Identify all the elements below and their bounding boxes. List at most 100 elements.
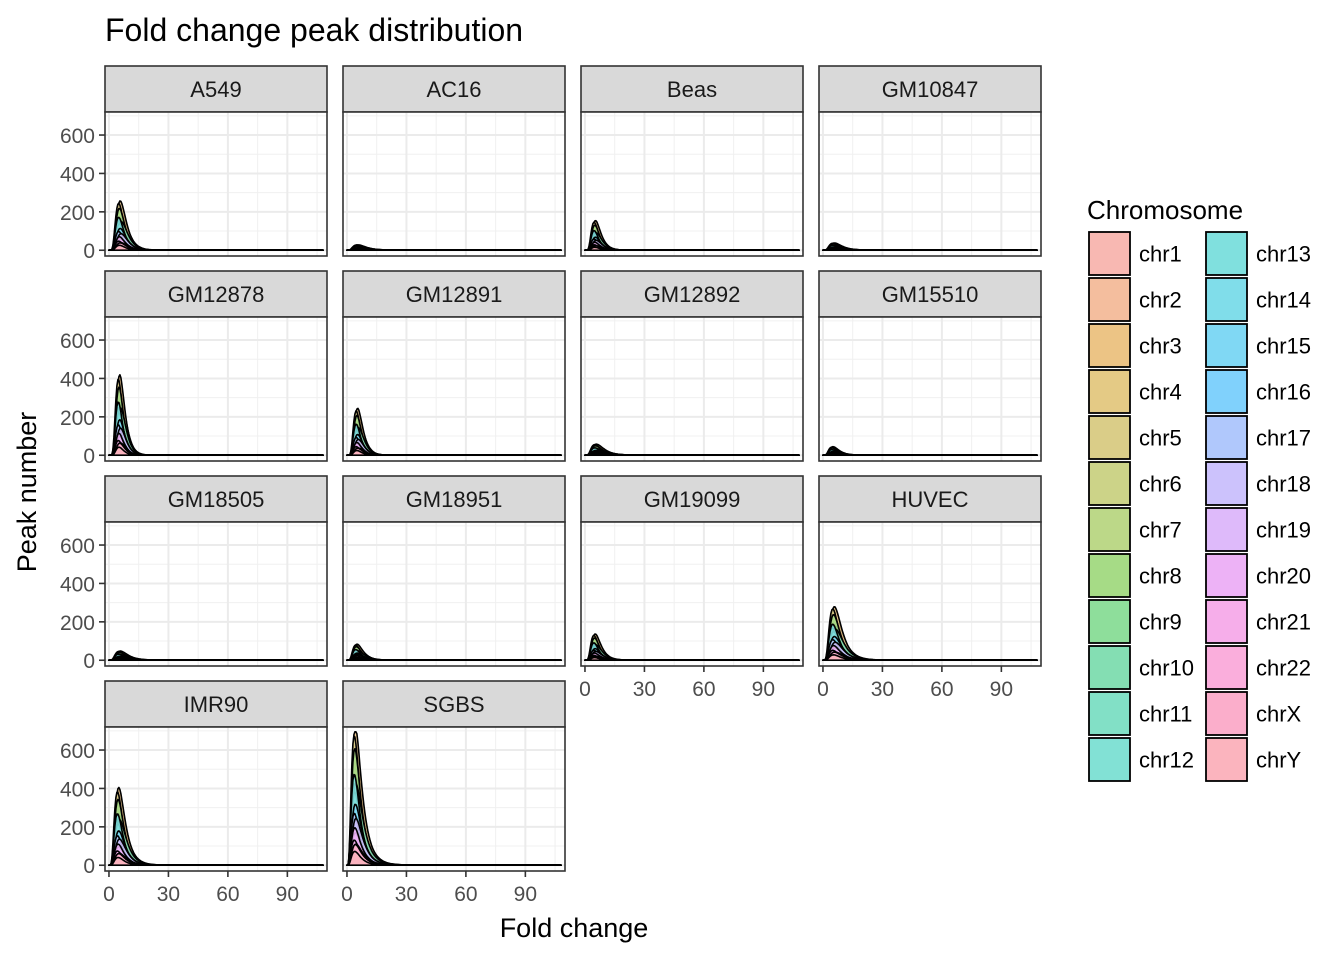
- facet-strip: [104, 270, 328, 318]
- facet-strip-label: A549: [190, 77, 241, 102]
- facet-panel: HUVEC 0 30 60 90: [817, 475, 1042, 701]
- legend-key: [1088, 691, 1131, 736]
- y-tick-label: 600: [60, 125, 95, 148]
- y-tick-label: 200: [60, 817, 95, 840]
- legend-key: [1088, 737, 1131, 782]
- legend-item: chr19: [1205, 507, 1311, 552]
- legend-key: [1205, 691, 1248, 736]
- y-tick-label: 0: [83, 445, 95, 468]
- legend-item: chr20: [1205, 553, 1311, 598]
- x-tick-label: 60: [692, 678, 715, 701]
- density-area-chrY: [822, 453, 1038, 456]
- x-tick-label: 90: [752, 678, 775, 701]
- legend-label: chr18: [1256, 472, 1311, 497]
- legend-item: chr17: [1205, 415, 1311, 460]
- legend-label: chr12: [1139, 748, 1194, 773]
- density-area-chrY: [346, 657, 562, 661]
- legend-label: chr4: [1139, 380, 1182, 405]
- legend-key: [1205, 553, 1248, 598]
- facet-strip-label: GM18505: [168, 487, 265, 512]
- legend-label: chr19: [1256, 518, 1311, 543]
- legend-key: [1088, 369, 1131, 414]
- legend-item: chr13: [1205, 231, 1311, 276]
- y-tick-label: 600: [60, 740, 95, 763]
- y-tick-label: 600: [60, 535, 95, 558]
- density-area-chrY: [108, 446, 324, 456]
- facet-strip-label: GM10847: [882, 77, 979, 102]
- facet-strip: [580, 65, 804, 113]
- facet-panel: GM12891: [342, 270, 566, 462]
- legend-label: chr8: [1139, 564, 1182, 589]
- density-area-chrY: [822, 654, 1038, 661]
- y-tick-label: 400: [60, 573, 95, 596]
- x-tick-label: 0: [579, 678, 591, 701]
- legend-key: [1088, 599, 1131, 644]
- panel-border: [342, 521, 566, 667]
- legend-key: [1088, 323, 1131, 368]
- facet-strip: [104, 680, 328, 728]
- facet-strip: [818, 270, 1042, 318]
- legend-item: chr3: [1088, 323, 1182, 368]
- legend: Chromosome chr1 chr2 chr3 chr4 chr5 chr6 chr7 c…: [1087, 195, 1311, 782]
- panel-border: [104, 111, 328, 257]
- legend-label: chr14: [1256, 288, 1311, 313]
- density-area-chrY: [346, 248, 562, 251]
- y-tick-label: 0: [83, 855, 95, 878]
- panel-border: [342, 111, 566, 257]
- legend-item: chr22: [1205, 645, 1311, 690]
- facet-panel: IMR90 0 200 400 600 0 30 60 90: [60, 680, 328, 906]
- legend-label: chr6: [1139, 472, 1182, 497]
- density-area-chrY: [346, 449, 562, 456]
- chart-title: Fold change peak distribution: [105, 12, 523, 48]
- legend-label: chr2: [1139, 288, 1182, 313]
- facet-strip-label: GM18951: [406, 487, 503, 512]
- y-tick-label: 400: [60, 778, 95, 801]
- x-tick-label: 90: [514, 883, 537, 906]
- legend-label: chr9: [1139, 610, 1182, 635]
- panel-border: [818, 111, 1042, 257]
- legend-label: chr22: [1256, 656, 1311, 681]
- legend-label: chr1: [1139, 242, 1182, 267]
- facet-panel: AC16: [342, 65, 566, 257]
- legend-item: chr6: [1088, 461, 1182, 506]
- facet-strip: [580, 475, 804, 523]
- legend-item: chr11: [1088, 691, 1192, 736]
- y-axis-title: Peak number: [12, 412, 42, 573]
- legend-key: [1205, 415, 1248, 460]
- facet-strip: [342, 680, 566, 728]
- y-tick-label: 0: [83, 240, 95, 263]
- legend-label: chr21: [1256, 610, 1311, 635]
- legend-item: chr7: [1088, 507, 1182, 552]
- panel-border: [342, 316, 566, 462]
- y-tick-label: 200: [60, 202, 95, 225]
- legend-key: [1205, 507, 1248, 552]
- facet-panel: SGBS 0 30 60 90: [341, 680, 566, 906]
- legend-title: Chromosome: [1087, 195, 1243, 225]
- facet-strip: [818, 65, 1042, 113]
- density-area-chrY: [108, 856, 324, 866]
- legend-item: chrY: [1205, 737, 1302, 782]
- facet-strip-label: HUVEC: [891, 487, 968, 512]
- y-tick-label: 0: [83, 650, 95, 673]
- facet-strip: [342, 475, 566, 523]
- facet-panel: GM18951: [342, 475, 566, 667]
- y-tick-label: 400: [60, 368, 95, 391]
- legend-item: chr14: [1205, 277, 1311, 322]
- x-tick-label: 30: [395, 883, 418, 906]
- panel-border: [580, 111, 804, 257]
- legend-key: [1088, 553, 1131, 598]
- x-tick-label: 30: [633, 678, 656, 701]
- facet-strip-label: AC16: [426, 77, 481, 102]
- x-axis-title: Fold change: [500, 913, 649, 943]
- panel-border: [580, 316, 804, 462]
- legend-key: [1088, 461, 1131, 506]
- legend-key: [1088, 231, 1131, 276]
- legend-label: chrX: [1256, 702, 1302, 727]
- legend-key: [1205, 461, 1248, 506]
- legend-key: [1088, 415, 1131, 460]
- x-tick-label: 30: [871, 678, 894, 701]
- panel-border: [104, 521, 328, 667]
- legend-item: chrX: [1205, 691, 1302, 736]
- x-tick-label: 90: [276, 883, 299, 906]
